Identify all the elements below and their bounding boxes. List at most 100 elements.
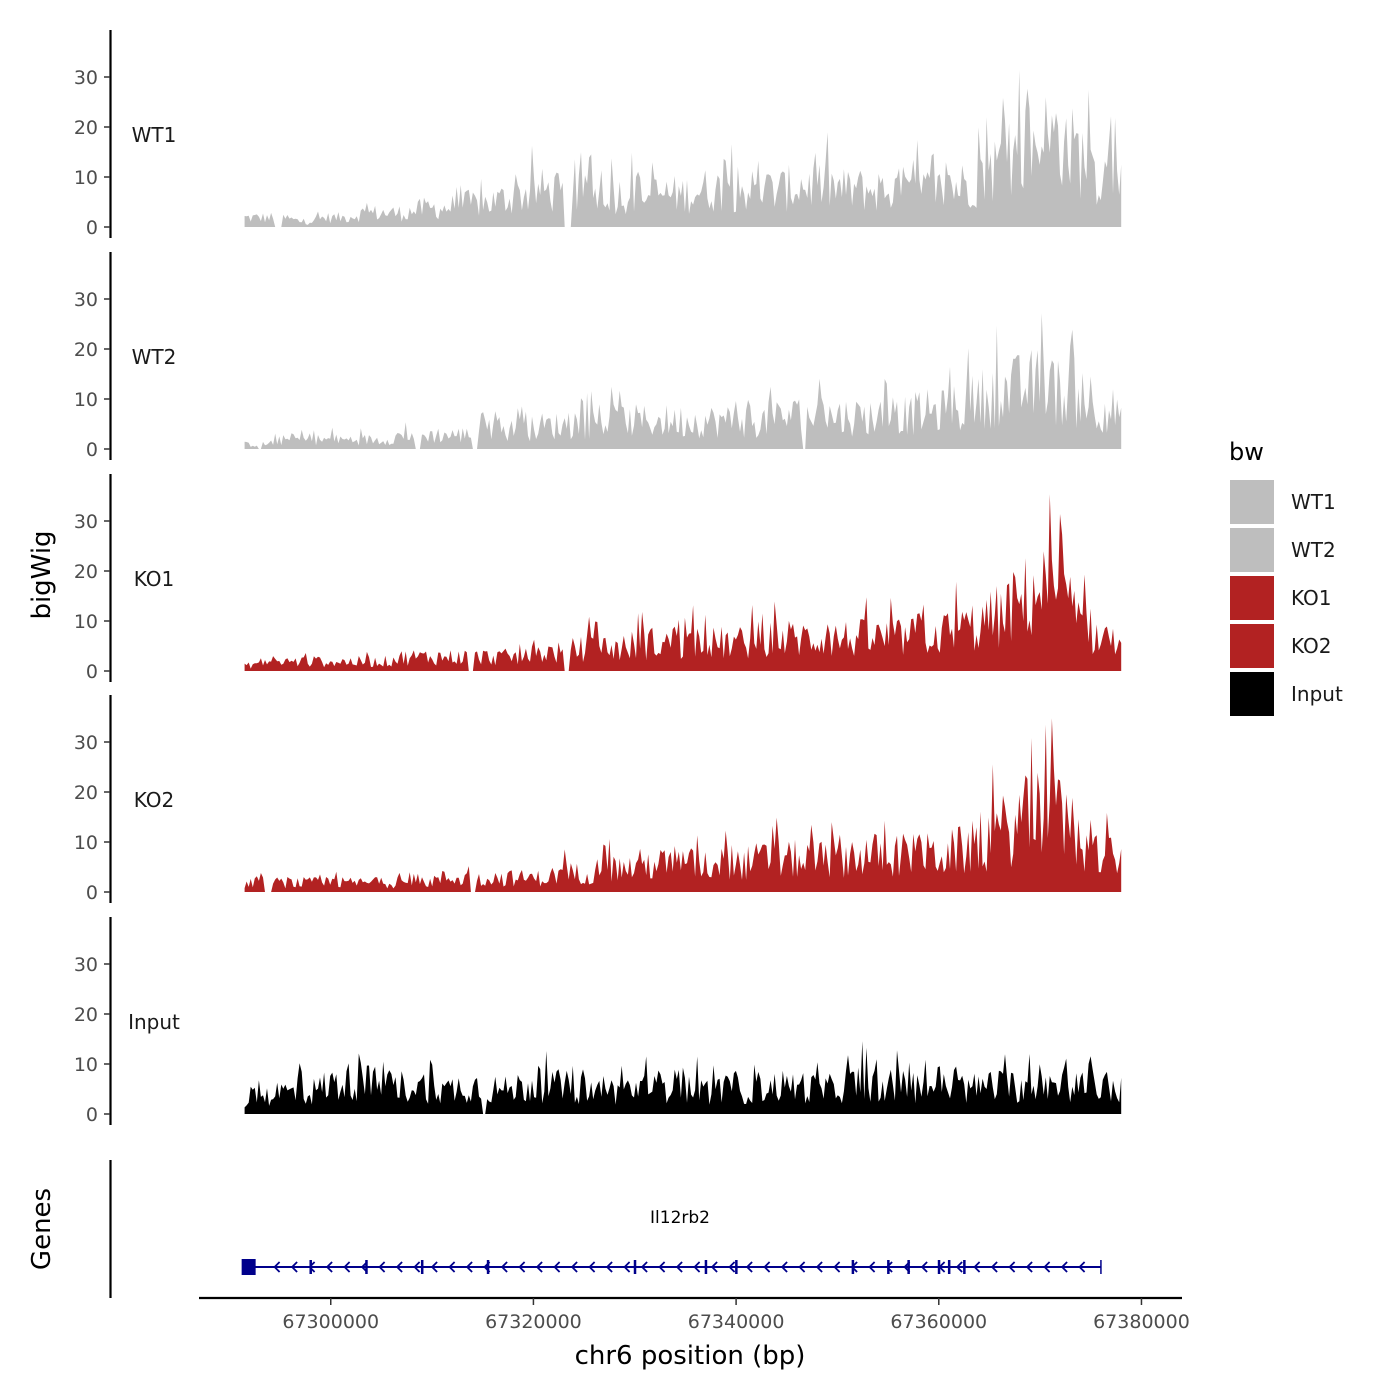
- legend-label: KO2: [1291, 634, 1332, 658]
- gene-exon: [365, 1260, 368, 1274]
- strand-arrow: [570, 1261, 578, 1273]
- gene-exon: [633, 1260, 637, 1274]
- y-tick-label: 10: [74, 1054, 98, 1076]
- x-tick-label: 67300000: [282, 1311, 379, 1333]
- strand-arrow: [990, 1261, 998, 1273]
- strand-arrow: [833, 1261, 841, 1273]
- y-tick-label: 0: [86, 1104, 98, 1126]
- track-panel-input: 0 10 20 30 Input: [74, 917, 1122, 1126]
- y-tick-label: 20: [74, 339, 98, 361]
- strand-arrow: [868, 1261, 876, 1273]
- track-label: WT2: [132, 345, 177, 369]
- strand-arrow: [1060, 1261, 1068, 1273]
- track-label: WT1: [132, 123, 177, 147]
- gene-exon: [420, 1260, 424, 1274]
- x-axis-title: chr6 position (bp): [575, 1341, 806, 1371]
- strand-arrow: [553, 1261, 561, 1273]
- gene-exon: [486, 1260, 490, 1274]
- strand-arrow: [500, 1261, 508, 1273]
- strand-arrow: [1025, 1261, 1033, 1273]
- y-tick-label: 30: [74, 289, 98, 311]
- strand-arrow: [378, 1261, 386, 1273]
- y-tick-label: 30: [74, 954, 98, 976]
- x-tick-label: 67380000: [1093, 1311, 1190, 1333]
- strand-arrow: [710, 1261, 718, 1273]
- legend-title: bw: [1229, 438, 1264, 466]
- gene-panel: Genes Il12rb2: [27, 1160, 1102, 1298]
- signal-area-ko2: [244, 718, 1122, 892]
- strand-arrow: [290, 1261, 298, 1273]
- legend-item-ko1: KO1: [1230, 576, 1332, 620]
- y-axis-title: bigWig: [27, 530, 57, 619]
- gene-exon: [887, 1260, 890, 1274]
- y-tick-label: 10: [74, 389, 98, 411]
- y-tick-label: 0: [86, 882, 98, 904]
- x-tick-label: 67360000: [890, 1311, 987, 1333]
- legend-swatch: [1230, 576, 1274, 620]
- track-panels: 0 10 20 30 WT1 0 10 20 30 WT2 0 10 20 30 KO1 0 10 20 30 KO2…: [74, 30, 1122, 1126]
- legend-item-wt1: WT1: [1230, 480, 1336, 524]
- x-tick-label: 67340000: [688, 1311, 785, 1333]
- track-panel-ko2: 0 10 20 30 KO2: [74, 695, 1122, 904]
- strand-arrow: [885, 1261, 893, 1273]
- x-tick-label: 67320000: [485, 1311, 582, 1333]
- strand-arrow: [815, 1261, 823, 1273]
- signal-area-wt1: [244, 70, 1122, 227]
- strand-arrow: [448, 1261, 456, 1273]
- track-panel-wt1: 0 10 20 30 WT1: [74, 30, 1122, 239]
- strand-arrow: [1008, 1261, 1016, 1273]
- strand-arrow: [273, 1261, 281, 1273]
- y-tick-label: 20: [74, 782, 98, 804]
- gene-model: [241, 1259, 1102, 1275]
- strand-arrow: [325, 1261, 333, 1273]
- y-tick-label: 20: [74, 561, 98, 583]
- strand-arrow: [1043, 1261, 1051, 1273]
- strand-arrow: [973, 1261, 981, 1273]
- y-tick-label: 10: [74, 611, 98, 633]
- strand-arrow: [518, 1261, 526, 1273]
- strand-arrow: [535, 1261, 543, 1273]
- legend-swatch: [1230, 672, 1274, 716]
- legend-label: Input: [1291, 682, 1343, 706]
- gene-exon: [309, 1260, 312, 1274]
- legend-label: WT2: [1291, 538, 1336, 562]
- gene-exon: [907, 1260, 910, 1274]
- legend-label: WT1: [1291, 490, 1336, 514]
- x-ticks: 67300000 67320000 67340000 67360000 67380000: [282, 1298, 1190, 1333]
- gene-exon: [704, 1260, 708, 1274]
- strand-arrow: [658, 1261, 666, 1273]
- x-axis: 67300000 67320000 67340000 67360000 67380000…: [199, 1296, 1190, 1371]
- y-tick-label: 10: [74, 167, 98, 189]
- genes-axis-title: Genes: [27, 1188, 57, 1270]
- legend-swatch: [1230, 624, 1274, 668]
- strand-arrow: [395, 1261, 403, 1273]
- legend-item-input: Input: [1230, 672, 1343, 716]
- y-tick-label: 30: [74, 732, 98, 754]
- legend-swatch: [1230, 528, 1274, 572]
- signal-area-input: [244, 1041, 1122, 1114]
- legend-label: KO1: [1291, 586, 1332, 610]
- legend-swatch: [1230, 480, 1274, 524]
- strand-arrow: [343, 1261, 351, 1273]
- strand-arrow: [675, 1261, 683, 1273]
- strand-arrow: [605, 1261, 613, 1273]
- y-tick-label: 0: [86, 439, 98, 461]
- strand-arrow: [693, 1261, 701, 1273]
- track-label: KO2: [134, 788, 175, 812]
- strand-arrow: [588, 1261, 596, 1273]
- strand-arrow: [955, 1261, 963, 1273]
- track-panel-ko1: 0 10 20 30 KO1: [74, 474, 1122, 683]
- strand-arrow: [920, 1261, 928, 1273]
- strand-arrow: [1078, 1261, 1086, 1273]
- gene-exon: [851, 1260, 855, 1274]
- gene-exon: [937, 1260, 941, 1274]
- legend: bw WT1 WT2 KO1 KO2 Input: [1229, 438, 1343, 716]
- strand-arrow: [798, 1261, 806, 1273]
- track-label: KO1: [134, 567, 175, 591]
- y-tick-label: 30: [74, 67, 98, 89]
- y-tick-label: 30: [74, 511, 98, 533]
- strand-arrow: [623, 1261, 631, 1273]
- strand-arrow: [745, 1261, 753, 1273]
- track-label: Input: [128, 1010, 180, 1034]
